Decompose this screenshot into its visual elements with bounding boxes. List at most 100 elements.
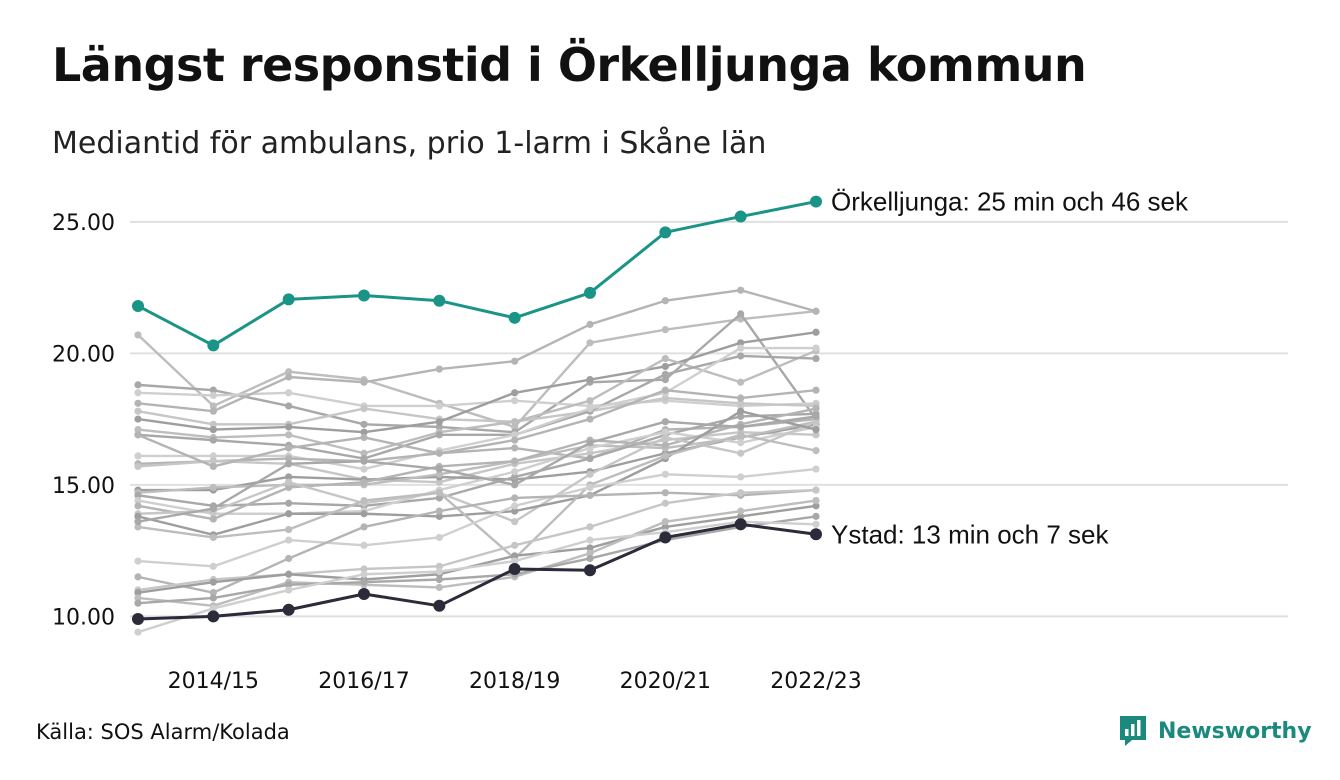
series-path <box>137 415 817 523</box>
series-path <box>137 488 817 592</box>
data-point <box>511 457 519 465</box>
data-point <box>661 452 669 460</box>
data-point <box>360 565 368 573</box>
data-point <box>134 594 142 602</box>
data-point <box>134 497 142 505</box>
highlight-path <box>137 522 817 621</box>
data-point <box>285 581 293 589</box>
data-point <box>812 307 820 315</box>
data-point <box>661 433 669 442</box>
highlight-point <box>508 562 521 575</box>
data-point <box>586 404 594 413</box>
data-point <box>435 402 443 410</box>
line-chart: 10.00 15.00 20.00 25.00 2014/15 2016/17 2018/… <box>52 187 1288 694</box>
data-point <box>285 586 293 594</box>
data-point <box>586 523 594 531</box>
data-point <box>737 489 745 497</box>
data-point <box>209 589 217 597</box>
data-point <box>661 499 669 507</box>
data-point <box>435 449 443 457</box>
newsworthy-logo[interactable]: Newsworthy <box>1118 714 1312 748</box>
data-point <box>134 381 142 389</box>
data-point <box>586 320 594 328</box>
data-point <box>285 510 293 518</box>
data-point <box>209 457 217 465</box>
data-point <box>661 470 669 478</box>
series-path <box>137 417 817 465</box>
data-point <box>737 339 745 347</box>
x-tick-label: 2020/21 <box>620 669 711 694</box>
data-point <box>737 394 745 402</box>
highlight-point <box>659 226 672 239</box>
data-point <box>360 570 368 578</box>
data-point <box>812 425 820 434</box>
data-point <box>737 473 745 481</box>
data-point <box>360 523 368 531</box>
data-point <box>209 391 217 400</box>
data-point <box>812 354 820 363</box>
x-tick-label: 2022/23 <box>770 669 861 694</box>
data-point <box>209 452 217 460</box>
data-point <box>360 378 368 386</box>
data-point <box>360 497 368 505</box>
data-point <box>209 515 217 523</box>
highlight-point <box>207 339 220 352</box>
data-point <box>209 462 217 471</box>
data-point <box>586 444 594 452</box>
data-point <box>209 578 217 586</box>
data-point <box>285 525 293 534</box>
highlight-point <box>433 599 446 612</box>
data-point <box>360 433 368 442</box>
data-point <box>661 326 669 334</box>
data-point <box>134 399 142 407</box>
data-point <box>511 444 519 452</box>
highlight-point <box>358 289 370 302</box>
data-point <box>209 594 217 602</box>
series-path <box>137 515 817 605</box>
end-label: Örkelljunga: 25 min och 46 sek <box>831 187 1189 217</box>
data-point <box>360 478 368 486</box>
data-point <box>285 460 293 468</box>
data-point <box>360 420 368 428</box>
data-point <box>134 518 142 526</box>
data-point <box>812 412 820 421</box>
series-path <box>137 520 817 634</box>
data-point <box>586 491 594 499</box>
series-path <box>137 310 817 429</box>
data-point <box>209 407 217 415</box>
data-point <box>737 407 745 415</box>
data-point <box>285 373 293 381</box>
data-point <box>586 449 594 457</box>
data-point <box>661 354 669 363</box>
data-point <box>360 465 368 473</box>
highlight-point <box>584 564 596 577</box>
data-point <box>285 444 293 452</box>
gridlines <box>130 220 1288 618</box>
highlight-point <box>734 210 747 223</box>
y-axis-tick-labels: 10.00 15.00 20.00 25.00 <box>52 211 115 631</box>
data-point <box>435 431 443 439</box>
data-point <box>812 502 820 510</box>
data-point <box>209 483 217 492</box>
x-tick-label: 2016/17 <box>318 669 409 694</box>
data-point <box>285 483 293 492</box>
data-point <box>586 415 594 423</box>
series-line <box>134 518 820 636</box>
series-path <box>137 409 817 536</box>
highlight-point <box>659 531 672 544</box>
series-path <box>138 346 816 471</box>
series-path <box>137 289 817 413</box>
series-line <box>134 286 820 415</box>
data-point <box>511 357 519 365</box>
data-point <box>285 473 293 481</box>
data-point <box>586 554 594 563</box>
y-tick-label: 25.00 <box>52 211 115 236</box>
data-point <box>737 310 745 318</box>
highlight-point <box>282 293 295 306</box>
data-point <box>134 407 142 415</box>
data-point <box>435 533 443 542</box>
newsworthy-logo-icon <box>1120 716 1146 746</box>
series-line <box>134 465 820 570</box>
data-point <box>134 389 142 397</box>
highlight-point <box>433 294 446 307</box>
